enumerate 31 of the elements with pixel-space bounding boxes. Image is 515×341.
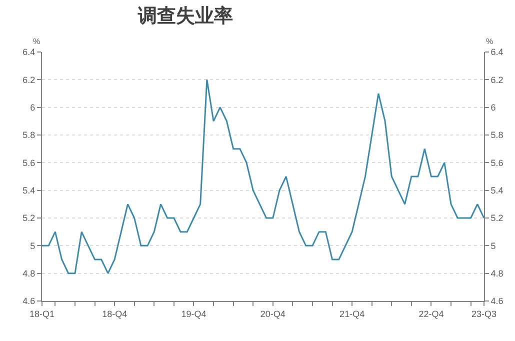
y-tick-label: 6 [30,102,36,112]
y2-tick-label: 5.6 [490,158,504,168]
y-tick-label: 4.6 [22,296,36,306]
y2-tick-label: 4.8 [490,268,504,278]
chart-title: 调查失业率 [136,4,233,27]
y-tick-label: 5.8 [22,130,36,140]
y2-tick-label: 6.2 [490,74,504,85]
y2-tick-label: 4.6 [490,296,504,306]
y-tick-label: 5.2 [22,213,36,224]
y2-tick-label: 5.4 [490,185,504,196]
y2-tick-label: 5.8 [490,130,504,140]
y-tick-label: 5.6 [22,158,36,168]
x-tick-label: 20-Q4 [260,308,286,319]
x-tick-label: 21-Q4 [340,308,365,319]
y-tick-label: 4.8 [22,268,36,278]
y2-tick-label: 6.4 [490,47,504,58]
x-tick-label: 18-Q4 [102,308,128,319]
y-tick-label: 6.2 [22,74,36,85]
line-series [42,78,484,274]
y-tick-label: 6.4 [22,47,36,58]
x-tick-label: 19-Q4 [181,308,206,319]
x-tick-label: 18-Q1 [29,308,55,319]
y2-tick-label: 6 [490,102,496,112]
x-tick-label: 22-Q4 [418,308,444,319]
y2-tick-label: 5.2 [490,213,504,224]
y-tick-label: 5.4 [22,185,36,196]
x-tick-label: 23-Q3 [471,308,497,319]
y2-axis-title: % [486,37,494,46]
y-tick-label: 5 [30,240,36,251]
y2-tick-label: 5 [490,240,496,251]
y-axis-title: % [33,37,40,46]
